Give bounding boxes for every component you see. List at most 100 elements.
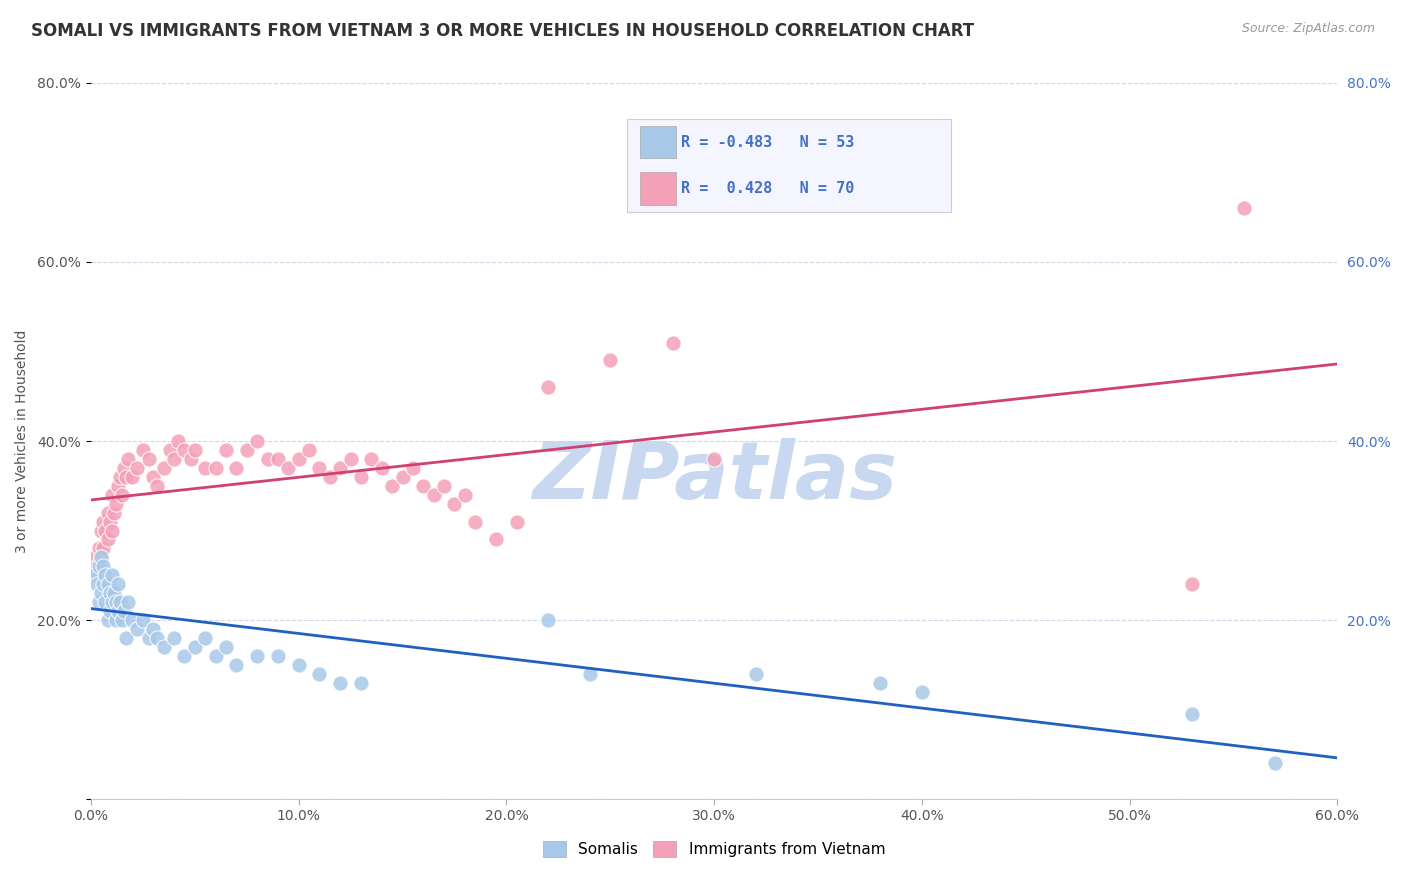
Point [142, 622, 165, 636]
Point [121, 613, 143, 627]
Point [267, 648, 290, 663]
Point [111, 488, 134, 502]
Point [94, 595, 117, 609]
Point [235, 442, 257, 457]
Point [225, 461, 247, 475]
Point [89, 595, 111, 609]
Point [215, 442, 238, 457]
Point [111, 613, 134, 627]
Point [112, 461, 135, 475]
Point [90, 524, 112, 538]
Point [443, 497, 465, 511]
Point [107, 604, 129, 618]
Point [319, 470, 342, 484]
Point [911, 684, 934, 698]
Text: Source: ZipAtlas.com: Source: ZipAtlas.com [1241, 22, 1375, 36]
Point [287, 657, 309, 672]
Point [1181, 706, 1204, 721]
Point [1181, 577, 1204, 591]
Point [90, 550, 112, 565]
Y-axis label: 3 or more Vehicles in Household: 3 or more Vehicles in Household [15, 329, 30, 553]
Point [703, 451, 725, 466]
Point [308, 666, 330, 681]
Point [537, 613, 560, 627]
Point [308, 461, 330, 475]
Point [100, 595, 122, 609]
Point [412, 479, 434, 493]
Point [350, 470, 373, 484]
Point [103, 506, 125, 520]
Point [115, 470, 138, 484]
Point [84, 568, 107, 582]
Point [132, 613, 155, 627]
Point [277, 461, 299, 475]
Point [661, 335, 683, 350]
Point [93, 559, 115, 574]
Point [167, 434, 190, 448]
Point [146, 479, 169, 493]
Point [94, 524, 117, 538]
Point [96, 577, 118, 591]
Point [100, 524, 122, 538]
Point [350, 675, 373, 690]
Point [96, 506, 118, 520]
Point [204, 648, 226, 663]
Point [107, 577, 129, 591]
Point [1264, 756, 1286, 771]
Point [93, 541, 115, 556]
Point [298, 442, 321, 457]
Point [93, 577, 115, 591]
Point [90, 550, 112, 565]
Point [132, 442, 155, 457]
Point [104, 497, 127, 511]
Point [599, 353, 621, 368]
Point [204, 461, 226, 475]
Point [98, 515, 121, 529]
Point [86, 559, 108, 574]
Point [96, 613, 118, 627]
Point [163, 451, 186, 466]
Point [104, 613, 127, 627]
Text: ZIPatlas: ZIPatlas [531, 438, 897, 516]
Point [98, 586, 121, 600]
Point [506, 515, 529, 529]
Point [163, 631, 186, 645]
Point [246, 434, 269, 448]
Point [578, 666, 600, 681]
Point [287, 451, 309, 466]
Point [121, 470, 143, 484]
Point [146, 631, 169, 645]
Point [138, 451, 160, 466]
Point [89, 559, 111, 574]
Point [86, 577, 108, 591]
Point [107, 479, 129, 493]
Point [329, 461, 352, 475]
Point [142, 470, 165, 484]
Text: SOMALI VS IMMIGRANTS FROM VIETNAM 3 OR MORE VEHICLES IN HOUSEHOLD CORRELATION CH: SOMALI VS IMMIGRANTS FROM VIETNAM 3 OR M… [31, 22, 974, 40]
Point [89, 568, 111, 582]
Point [225, 657, 247, 672]
Legend: Somalis, Immigrants from Vietnam: Somalis, Immigrants from Vietnam [537, 835, 891, 863]
Point [433, 479, 456, 493]
Point [96, 533, 118, 547]
Point [115, 631, 138, 645]
Point [360, 451, 382, 466]
Point [329, 675, 352, 690]
Point [1233, 201, 1256, 215]
Text: R =  0.428   N = 70: R = 0.428 N = 70 [681, 181, 855, 196]
Point [381, 479, 404, 493]
Point [537, 380, 560, 394]
Point [84, 550, 107, 565]
Text: R = -0.483   N = 53: R = -0.483 N = 53 [681, 135, 855, 150]
Point [194, 631, 217, 645]
Point [485, 533, 508, 547]
Point [112, 604, 135, 618]
Point [138, 631, 160, 645]
Point [98, 604, 121, 618]
Point [246, 648, 269, 663]
Point [117, 595, 139, 609]
Point [180, 451, 202, 466]
Point [422, 488, 444, 502]
Point [100, 568, 122, 582]
Point [152, 461, 174, 475]
